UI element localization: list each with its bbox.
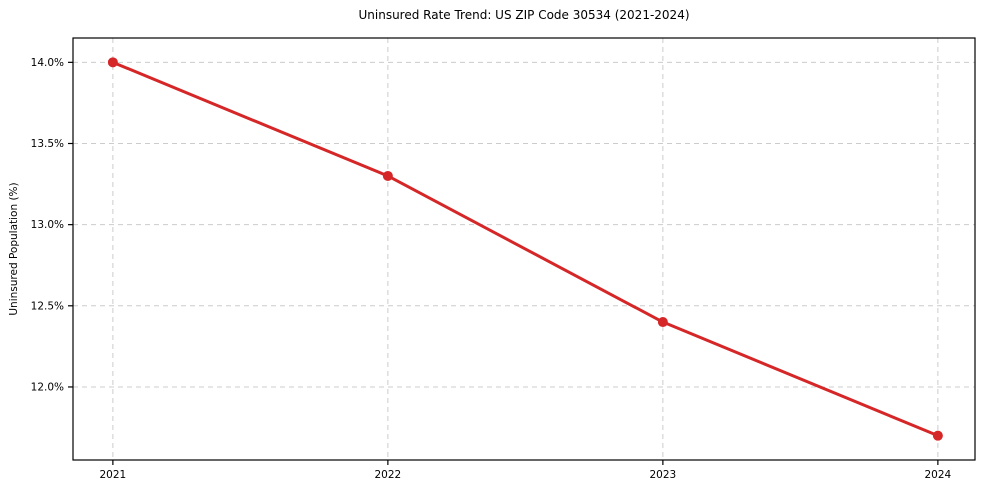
trend-line xyxy=(111,60,940,438)
x-tick-label: 2022 xyxy=(375,469,402,481)
x-tick-label: 2023 xyxy=(650,469,677,481)
x-tick-label: 2021 xyxy=(100,469,127,481)
y-tick-label: 14.0% xyxy=(31,57,64,69)
y-tick-label: 13.0% xyxy=(31,219,64,231)
y-axis-label-text: Uninsured Population (%) xyxy=(8,182,20,316)
data-point-marker xyxy=(382,170,393,181)
plot-border xyxy=(72,37,976,461)
y-tick-label: 12.5% xyxy=(31,300,64,312)
data-point-marker xyxy=(932,430,943,441)
y-tick-label: 13.5% xyxy=(31,138,64,150)
y-tick-label: 12.0% xyxy=(31,381,64,393)
x-tick-label: 2024 xyxy=(925,469,952,481)
data-point-marker xyxy=(657,317,668,328)
data-point-marker xyxy=(107,57,118,68)
chart-title: Uninsured Rate Trend: US ZIP Code 30534 … xyxy=(358,8,690,22)
